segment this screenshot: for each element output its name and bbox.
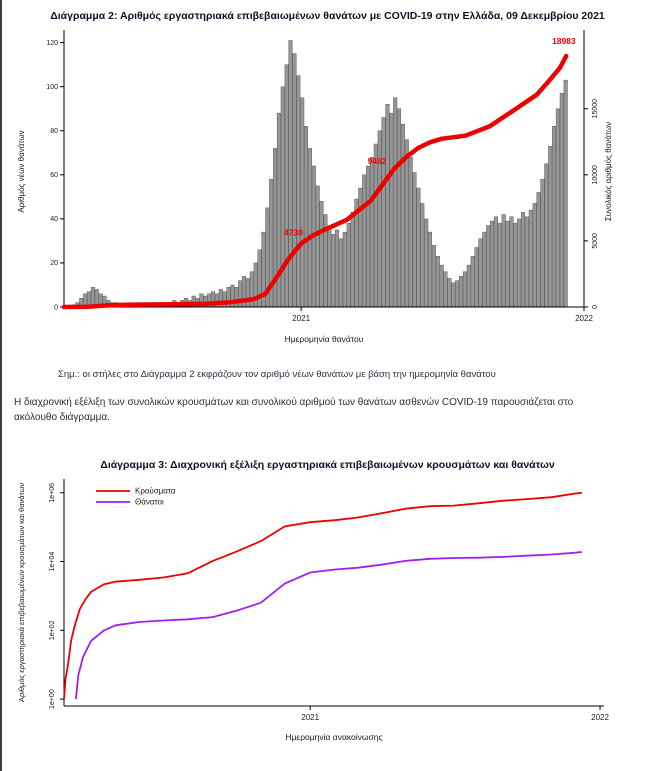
svg-text:1e+06: 1e+06 xyxy=(49,483,56,503)
annotation-4730: 4730 xyxy=(284,228,303,238)
svg-text:Συνολικός αριθμός θανάτων: Συνολικός αριθμός θανάτων xyxy=(604,122,613,221)
daily-deaths-bars xyxy=(71,40,568,308)
legend: Κρούσματα Θάνατοι xyxy=(96,487,176,507)
svg-text:120: 120 xyxy=(46,40,58,47)
page-left-edge xyxy=(0,0,2,771)
svg-text:2022: 2022 xyxy=(575,314,593,323)
svg-text:100: 100 xyxy=(46,84,58,91)
axes xyxy=(60,479,604,710)
svg-text:1e+00: 1e+00 xyxy=(49,689,56,709)
svg-text:Ημερομηνία θανάτου: Ημερομηνία θανάτου xyxy=(285,334,364,344)
svg-text:2021: 2021 xyxy=(292,314,310,323)
plot-diagram2: 0 20 40 60 80 100 120 0 5000 10000 15000 2021 2022 47… xyxy=(17,30,613,344)
diagram3-chart: 1e+00 1e+02 1e+04 1e+06 2021 2022 Κρούσματα Θάν… xyxy=(17,479,609,742)
annotation-18983: 18983 xyxy=(552,36,576,46)
svg-text:Αριθμός εργαστηριακά επιβεβαιω: Αριθμός εργαστηριακά επιβεβαιωμένων κρου… xyxy=(17,483,26,702)
cumulative-deaths-line xyxy=(61,53,569,310)
legend-label-Κρούσματα: Κρούσματα xyxy=(135,487,176,496)
legend-label-Θάνατοι: Θάνατοι xyxy=(135,498,164,507)
svg-text:0: 0 xyxy=(592,305,599,309)
svg-text:40: 40 xyxy=(50,216,58,223)
svg-text:1e+02: 1e+02 xyxy=(49,620,56,640)
plot-diagram3: 1e+00 1e+02 1e+04 1e+06 2021 2022 Κρούσματα Θάν… xyxy=(17,479,609,742)
svg-text:2022: 2022 xyxy=(591,713,609,722)
report-page: Διάγραμμα 2: Αριθμός εργαστηριακά επιβεβ… xyxy=(14,10,613,742)
diagram2-title: Διάγραμμα 2: Αριθμός εργαστηριακά επιβεβ… xyxy=(50,10,605,22)
svg-text:0: 0 xyxy=(54,304,58,311)
svg-text:1e+04: 1e+04 xyxy=(49,552,56,572)
axes xyxy=(60,30,588,311)
svg-text:Ημερομηνία ανακοίνωσης: Ημερομηνία ανακοίνωσης xyxy=(285,732,382,742)
svg-text:80: 80 xyxy=(50,128,58,135)
svg-text:5000: 5000 xyxy=(592,233,599,249)
diagram2-note: Σημ.: οι στήλες στο Διάγραμμα 2 εκφράζου… xyxy=(58,369,496,380)
diagram3-title: Διάγραμμα 3: Διαχρονική εξέλιξη εργαστηρ… xyxy=(100,459,555,471)
annotation-9462: 9462 xyxy=(368,156,387,166)
series-line-Θάνατοι xyxy=(75,551,582,700)
svg-text:15000: 15000 xyxy=(592,99,599,119)
svg-text:60: 60 xyxy=(50,172,58,179)
intro-paragraph: Η διαχρονική εξέλιξη των συνολικών κρουσ… xyxy=(14,397,574,423)
series-line-Κρούσματα xyxy=(63,491,582,700)
svg-text:10000: 10000 xyxy=(592,165,599,185)
svg-text:2021: 2021 xyxy=(301,713,319,722)
svg-text:20: 20 xyxy=(50,260,58,267)
svg-text:Αριθμός νέων θανάτων: Αριθμός νέων θανάτων xyxy=(17,130,26,212)
diagram2-chart: 0 20 40 60 80 100 120 0 5000 10000 15000 2021 2022 47… xyxy=(17,30,613,344)
